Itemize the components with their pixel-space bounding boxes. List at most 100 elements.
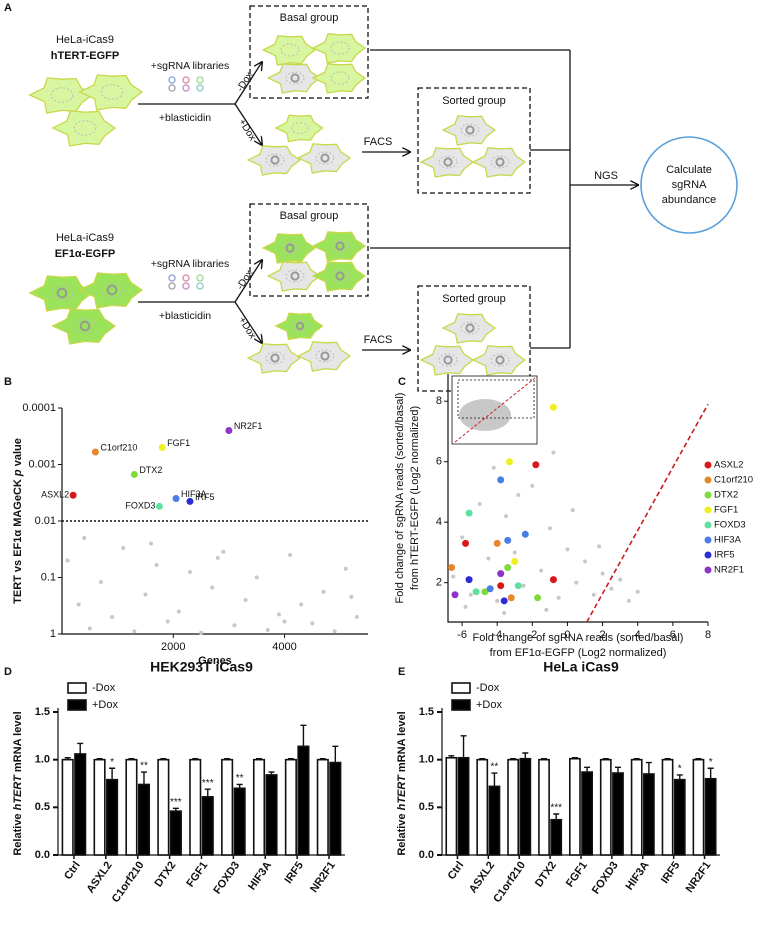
background-point — [176, 609, 181, 614]
sgrna-ring — [465, 125, 475, 135]
background-point — [121, 545, 126, 550]
background-point — [486, 556, 491, 561]
nucleus — [285, 71, 305, 85]
bar — [61, 758, 74, 856]
error-bar — [645, 761, 652, 774]
gene-label: FGF1 — [167, 438, 190, 448]
gene-point — [130, 470, 138, 478]
error-bar — [707, 767, 714, 779]
cell — [419, 147, 475, 178]
cell — [471, 147, 527, 178]
y-tick-label: 4 — [436, 516, 442, 528]
legend-label: C1orf210 — [714, 475, 753, 486]
plus-dox: +Dox — [236, 315, 258, 341]
cell — [246, 145, 302, 176]
sgrna-ring — [495, 355, 505, 365]
legend-marker — [704, 506, 712, 514]
error-bar — [332, 745, 339, 763]
gene-point — [514, 582, 522, 590]
cell — [78, 272, 144, 309]
gene-point — [158, 443, 166, 451]
background-point — [451, 574, 456, 579]
gene-label: FOXD3 — [125, 501, 155, 511]
y-axis-label: Relative hTERT mRNA level — [396, 711, 408, 855]
bar — [661, 758, 674, 856]
background-point — [502, 610, 507, 615]
gene-point — [521, 530, 529, 538]
error-bar — [268, 771, 275, 775]
legend-swatch — [67, 699, 87, 711]
bar — [550, 818, 563, 856]
error-bar — [204, 788, 211, 797]
nucleus — [330, 41, 350, 55]
cell — [51, 308, 117, 345]
minus-dox: -Dox — [235, 70, 256, 94]
cell — [261, 233, 317, 264]
gene-point — [225, 426, 233, 434]
y-tick-label: 0.0001 — [22, 402, 56, 414]
x-tick-label: 0 — [564, 629, 570, 641]
background-point — [551, 450, 556, 455]
sgrna-ring — [495, 157, 505, 167]
background-point — [503, 514, 508, 519]
nucleus — [265, 351, 285, 365]
nucleus — [315, 349, 335, 363]
gene-point — [462, 539, 470, 547]
library-dot — [182, 84, 190, 92]
gene-point — [504, 536, 512, 544]
background-point — [591, 592, 596, 597]
bar — [488, 785, 501, 856]
error-bar — [140, 771, 147, 785]
sgrna-ring — [285, 243, 295, 253]
error-bar — [664, 758, 671, 760]
background-point — [495, 598, 500, 603]
gene-point — [481, 588, 489, 596]
error-bar — [256, 758, 263, 760]
error-bar — [460, 735, 467, 758]
y-axis-label-part: TERT vs EF1α MAGeCK — [12, 476, 24, 604]
nucleus — [460, 123, 480, 137]
nucleus — [460, 321, 480, 335]
error-bar — [77, 742, 84, 754]
background-point — [530, 483, 535, 488]
background-point — [98, 579, 103, 584]
blasticidin: +blasticidin — [159, 310, 211, 322]
background-point — [276, 612, 281, 617]
y-axis-label: Relative hTERT mRNA level — [12, 711, 24, 855]
background-point — [149, 541, 154, 546]
y-tick-label: 8 — [436, 395, 442, 407]
y-tick-label: 0.1 — [41, 571, 56, 583]
significance: *** — [202, 778, 214, 789]
cell — [28, 275, 94, 312]
nucleus — [438, 353, 458, 367]
facs: FACS — [364, 136, 393, 148]
gene-label: NR2F1 — [234, 421, 263, 431]
reporter: EF1α-EGFP — [55, 248, 116, 260]
bar — [630, 758, 643, 856]
gene-point — [448, 564, 456, 572]
cell — [266, 261, 322, 292]
x-tick-label: 2 — [600, 629, 606, 641]
gene-point — [472, 588, 480, 596]
cell — [274, 312, 324, 341]
legend-marker — [704, 551, 712, 559]
bar — [106, 778, 119, 856]
background-point — [332, 629, 337, 634]
background-point — [321, 589, 326, 594]
y-axis-label-part: mRNA level — [396, 711, 408, 775]
library-dot — [168, 76, 176, 84]
bar — [284, 758, 297, 856]
cell — [441, 313, 497, 344]
bar — [233, 787, 246, 856]
x-tick-label: HIF3A — [624, 859, 652, 892]
x-tick-label: NR2F1 — [308, 860, 338, 895]
bar — [189, 758, 202, 856]
library-dot — [168, 84, 176, 92]
sorted-box — [417, 87, 531, 194]
cell — [419, 345, 475, 376]
sgrna: +sgRNA libraries — [151, 258, 230, 270]
bar — [445, 756, 458, 856]
x-axis-label: from EF1α-EGFP (Log2 normalized) — [490, 647, 667, 659]
background-point — [477, 502, 482, 507]
